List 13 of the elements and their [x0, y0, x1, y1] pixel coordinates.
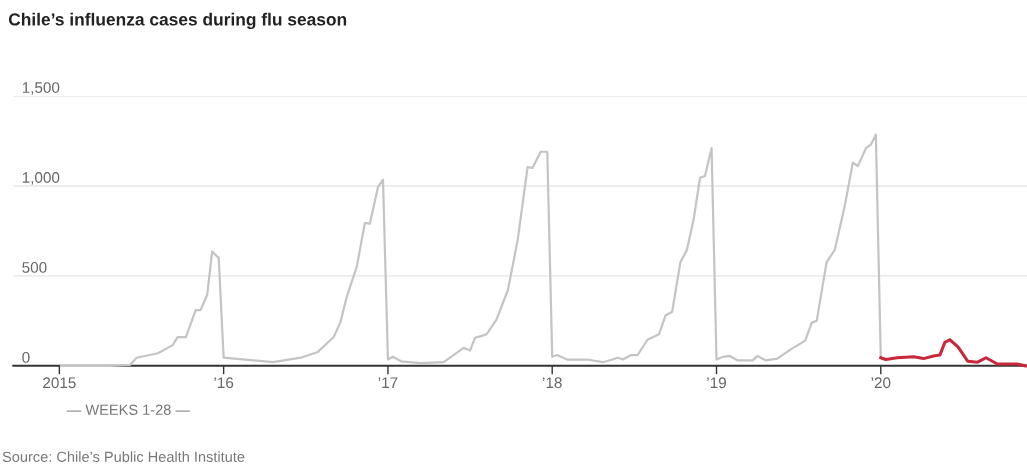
- x-tick-label: ’20: [871, 377, 891, 389]
- text: — WEEKS 1-28 —: [66, 404, 190, 415]
- x-tick-label: ’19: [707, 377, 726, 389]
- y-tick-label: 1,000: [22, 172, 60, 185]
- source-note: Source: Chile’s Public Health Institute: [2, 451, 245, 462]
- y-tick-label: 500: [22, 262, 47, 273]
- x-tick-label: ’18: [542, 377, 562, 389]
- x-tick-label: ’17: [378, 377, 398, 388]
- y-tick-label: 0: [22, 351, 30, 363]
- x-tick-label: 2015: [43, 377, 76, 389]
- x-tick-label: ’16: [214, 377, 234, 389]
- chart-title: Chile’s influenza cases during flu season: [8, 12, 347, 30]
- y-tick-label: 1,500: [22, 82, 60, 95]
